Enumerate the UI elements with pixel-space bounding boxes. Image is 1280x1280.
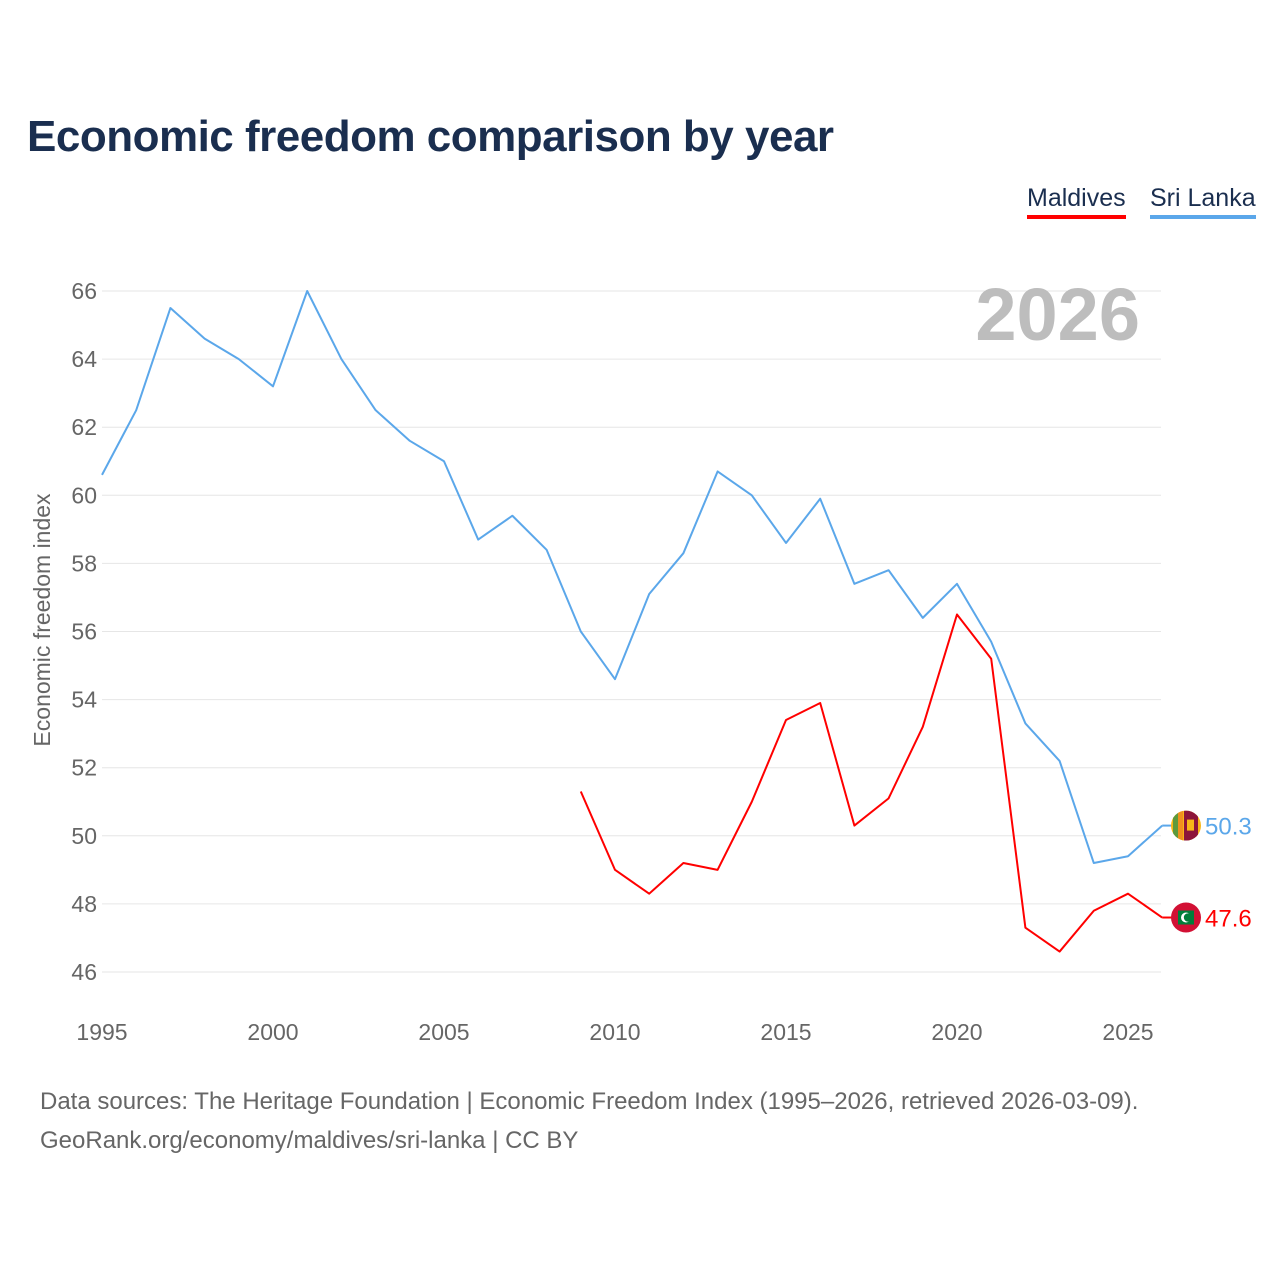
line-chart: 46 48 50 52 54 56 58 60 62 64 66 1995 2000 2005 2010 20…	[29, 273, 1252, 1045]
chart-title: Economic freedom comparison by year	[27, 112, 834, 161]
legend-maldives[interactable]: Maldives	[1027, 184, 1126, 219]
x-tick-label: 2005	[418, 1019, 469, 1045]
y-tick-label: 58	[71, 550, 97, 576]
y-tick-label: 52	[71, 755, 97, 781]
year-watermark: 2026	[975, 273, 1140, 356]
y-tick-label: 54	[71, 687, 97, 713]
y-tick-label: 56	[71, 619, 97, 645]
end-value-label: 47.6	[1205, 906, 1252, 933]
footer-sources: Data sources: The Heritage Foundation | …	[40, 1088, 1139, 1115]
x-tick-label: 2020	[931, 1019, 982, 1045]
x-tick-label: 2025	[1102, 1019, 1153, 1045]
y-tick-label: 62	[71, 414, 97, 440]
y-tick-label: 64	[71, 346, 97, 372]
y-tick-label: 60	[71, 482, 97, 508]
legend-sri-lanka[interactable]: Sri Lanka	[1150, 184, 1256, 219]
x-tick-label: 2015	[760, 1019, 811, 1045]
y-tick-label: 66	[71, 278, 97, 304]
sri-lanka-flag-icon	[1171, 810, 1201, 841]
x-tick-label: 2010	[589, 1019, 640, 1045]
y-tick-label: 48	[71, 891, 97, 917]
y-tick-label: 46	[71, 959, 97, 985]
series-line-sri-lanka	[101, 290, 1163, 865]
maldives-crescent-cut	[1183, 913, 1193, 922]
x-tick-label: 1995	[76, 1019, 127, 1045]
footer-link: GeoRank.org/economy/maldives/sri-lanka |…	[40, 1127, 579, 1154]
y-tick-label: 50	[71, 823, 97, 849]
y-axis-label: Economic freedom index	[29, 493, 55, 747]
series-line-maldives	[579, 613, 1163, 953]
end-value-label: 50.3	[1205, 814, 1252, 841]
x-tick-label: 2000	[247, 1019, 298, 1045]
